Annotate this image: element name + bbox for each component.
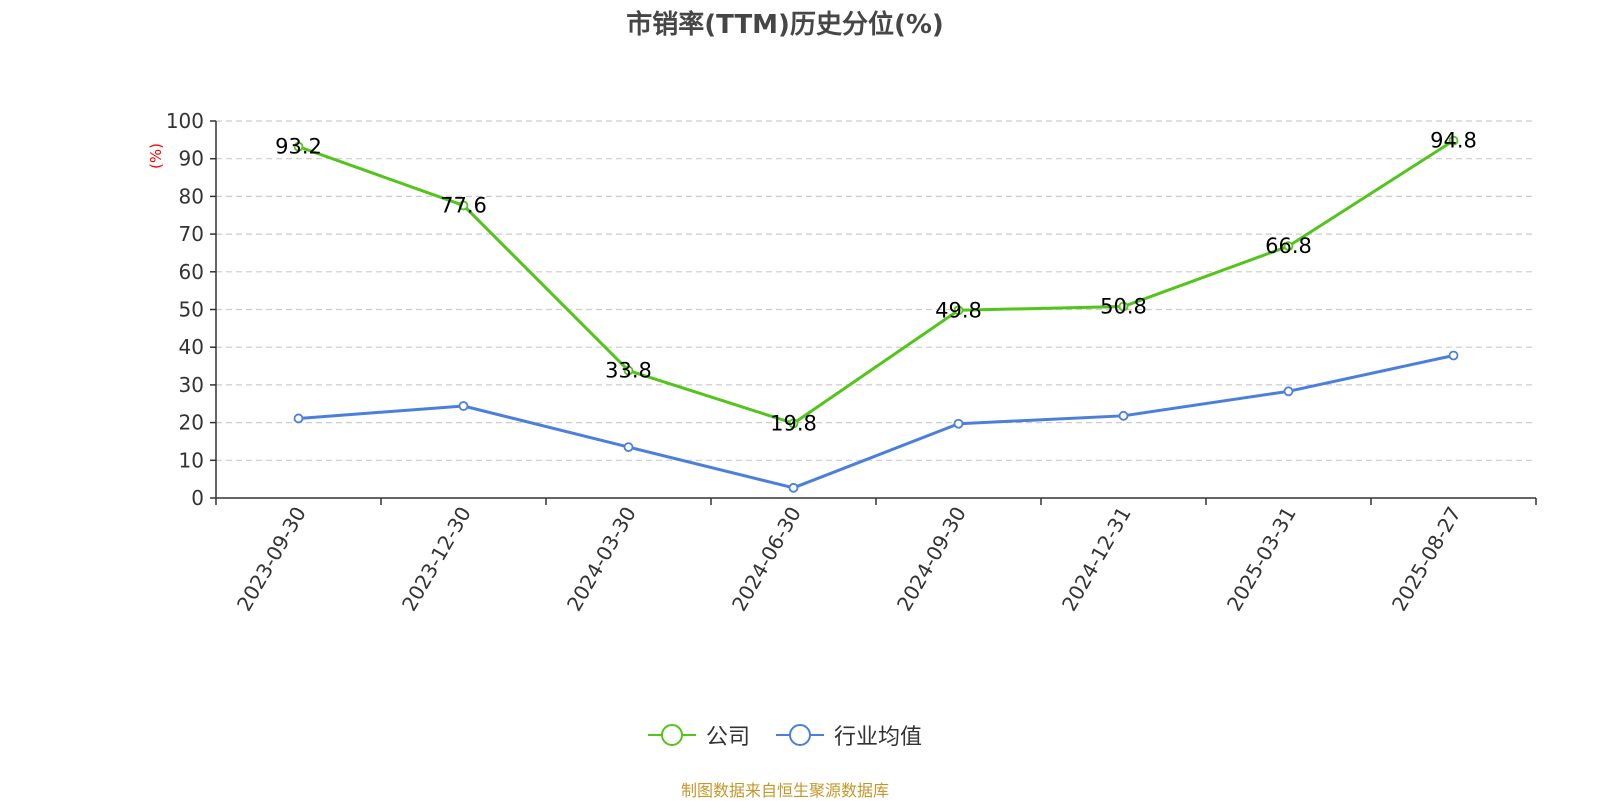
- x-tick-label: 2024-03-30: [562, 503, 641, 616]
- data-point[interactable]: [1448, 350, 1459, 361]
- data-point[interactable]: [1448, 135, 1459, 146]
- data-label: 66.8: [1265, 234, 1312, 258]
- data-label: 19.8: [770, 411, 817, 435]
- x-tick-label: 2023-09-30: [232, 503, 311, 616]
- y-tick-label: 0: [191, 486, 204, 510]
- data-point[interactable]: [293, 413, 304, 424]
- y-tick-label: 100: [166, 109, 204, 133]
- source-note: 制图数据来自恒生聚源数据库: [680, 781, 889, 800]
- data-labels: 93.2 77.6 33.8 19.8 49.8 50.8 66.8 94.8: [275, 129, 1477, 436]
- x-tick-label: 2024-06-30: [727, 503, 806, 616]
- y-axis-label: (%): [147, 143, 165, 169]
- y-tick-label: 80: [179, 184, 204, 208]
- x-tick-label: 2025-03-31: [1222, 503, 1301, 616]
- y-tick-label: 70: [179, 222, 204, 246]
- x-tick-label: 2024-12-31: [1057, 503, 1136, 616]
- data-point[interactable]: [1118, 301, 1129, 312]
- series-lines: [293, 135, 1459, 493]
- data-label: 93.2: [275, 135, 322, 159]
- data-label: 50.8: [1100, 294, 1147, 318]
- legend: 公司 行业均值: [0, 719, 1570, 751]
- x-tick-label: 2025-08-27: [1387, 503, 1466, 616]
- data-point[interactable]: [458, 200, 469, 211]
- data-label: 77.6: [440, 193, 487, 217]
- y-tick-label: 40: [179, 335, 204, 359]
- data-point[interactable]: [1283, 241, 1294, 252]
- data-point[interactable]: [953, 418, 964, 429]
- data-point[interactable]: [1283, 386, 1294, 397]
- data-label: 33.8: [605, 359, 652, 383]
- data-point[interactable]: [953, 305, 964, 316]
- data-point[interactable]: [623, 442, 634, 453]
- axes: 0 10 20 30 40 50 60 70 80 90 100(%) 2023-09-30 2023-…: [147, 109, 1537, 616]
- data-point[interactable]: [788, 482, 799, 493]
- y-tick-label: 10: [179, 448, 204, 472]
- series-line-industry-average: [298, 354, 1454, 490]
- y-tick-label: 90: [179, 147, 204, 171]
- data-label: 94.8: [1430, 129, 1477, 153]
- legend-item-company[interactable]: 公司: [647, 719, 750, 751]
- legend-industry-icon: [776, 724, 824, 746]
- legend-company-icon: [647, 724, 696, 746]
- legend-label-industry-average: 行业均值: [834, 725, 923, 750]
- data-point[interactable]: [293, 141, 304, 152]
- data-point[interactable]: [623, 365, 634, 376]
- y-tick-label: 50: [179, 298, 204, 322]
- legend-item-industry-average[interactable]: 行业均值: [776, 719, 922, 751]
- line-chart: 0 10 20 30 40 50 60 70 80 90 100(%) 2023-09-30 2023-…: [147, 109, 1537, 616]
- data-point[interactable]: [458, 401, 469, 411]
- data-point[interactable]: [1118, 410, 1129, 421]
- x-tick-label: 2024-09-30: [892, 503, 971, 616]
- legend-label-company: 公司: [705, 725, 750, 750]
- series-line-company: [297, 139, 1455, 425]
- y-tick-label: 20: [179, 411, 204, 435]
- x-tick-label: 2023-12-30: [397, 503, 476, 616]
- y-tick-label: 60: [179, 260, 204, 284]
- data-point[interactable]: [788, 418, 799, 429]
- data-label: 49.8: [935, 298, 982, 322]
- y-tick-label: 30: [179, 373, 204, 397]
- chart-title: 市销率(TTM)历史分位(%): [626, 10, 944, 40]
